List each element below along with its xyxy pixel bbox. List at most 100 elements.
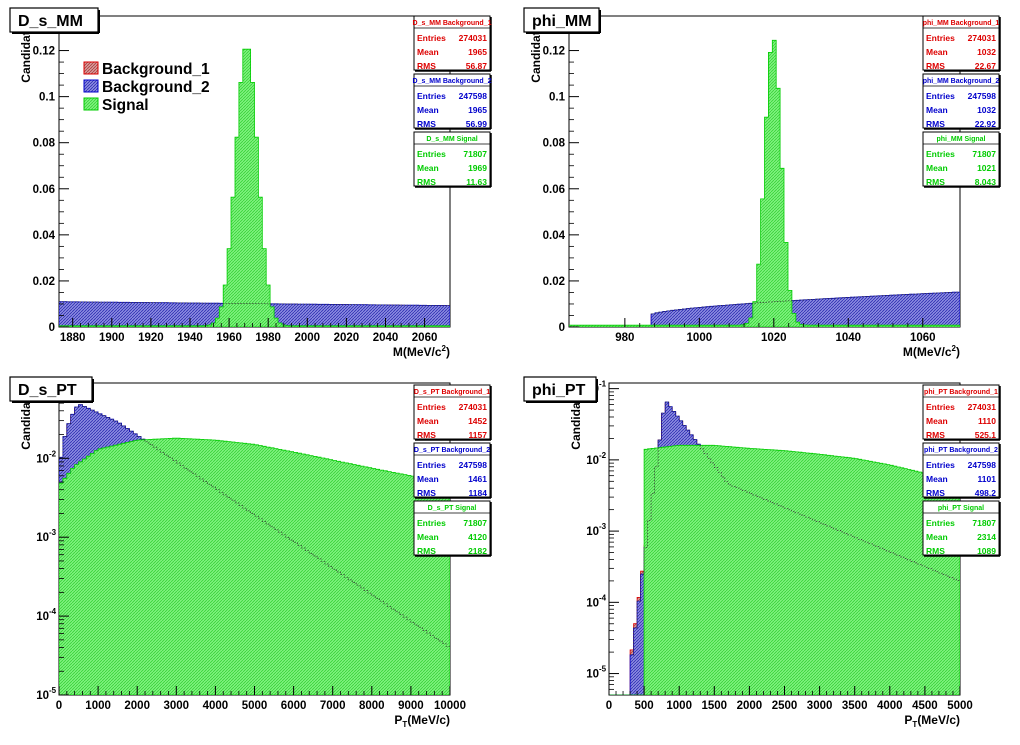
x-tick-label: 9000: [398, 700, 424, 712]
x-tick-label: 3000: [164, 700, 190, 712]
stats-box-value: 247598: [968, 91, 997, 101]
y-tick-exponent: -3: [599, 522, 607, 531]
x-axis-label-tail: (MeV/c): [407, 713, 450, 727]
stats-box-key: Entries: [926, 33, 955, 43]
y-tick-label: 0.08: [33, 138, 56, 150]
histogram-signal: [569, 39, 960, 327]
stats-box-name: D_s_PT Signal: [428, 505, 477, 512]
plot-area: [609, 401, 960, 695]
stats-box-key: Entries: [926, 402, 955, 412]
legend-label: Background_2: [102, 79, 210, 96]
x-tick-label: 4500: [912, 700, 938, 712]
stats-box: phi_PT Background_1 Entries 274031 Mean 1110…: [922, 384, 1001, 441]
stats-box-name: phi_MM Signal: [937, 136, 986, 143]
stats-box-frame: [413, 131, 491, 187]
stats-box: phi_PT Signal Entries 71807 Mean 2314 RMS 1089: [922, 500, 1001, 557]
stats-box-value: 1452: [468, 416, 487, 426]
x-tick-label: 1060: [910, 332, 936, 344]
panel-title-box: [9, 376, 93, 402]
stats-box: D_s_PT Background_1 Entries 274031 Mean 1452…: [413, 384, 492, 441]
stats-box: D_s_PT Signal Entries 71807 Mean 4120 RMS 2182: [413, 500, 492, 557]
x-tick-label: 8000: [359, 700, 385, 712]
histogram-signal: [59, 437, 450, 695]
y-tick-exponent: -1: [599, 380, 607, 389]
plot-area: [59, 404, 450, 695]
stats-box-value: 1032: [977, 47, 996, 57]
stats-box: phi_MM Signal Entries 71807 Mean 1021 RMS 8.04…: [922, 131, 1001, 188]
stats-box: phi_PT Background_2 Entries 247598 Mean 1101…: [922, 442, 1001, 499]
legend-label: Background_1: [102, 61, 210, 78]
y-tick-label: 0.1: [549, 92, 566, 104]
y-tick-label: 10: [586, 669, 599, 681]
stats-box-name: D_s_MM Background_2: [413, 78, 492, 85]
stats-box-value: 1969: [468, 163, 487, 173]
stats-box-value: 247598: [459, 91, 488, 101]
stats-box-frame: [922, 500, 1000, 556]
x-axis-label-tail: ): [956, 345, 960, 359]
stats-box-name: phi_MM Background_2: [923, 78, 1000, 85]
x-axis-label-main: P: [904, 713, 912, 727]
stats-box-key: Mean: [417, 105, 439, 115]
x-tick-label: 5000: [242, 700, 268, 712]
y-tick-label: 10: [36, 453, 49, 465]
x-tick-label: 2000: [294, 332, 320, 344]
panel-d-s-mm: 1880 1900 1920 1940 1960 1980 2000 2020 2040 2060…: [9, 7, 492, 359]
stats-box-key: Mean: [417, 47, 439, 57]
y-tick-label: 0.06: [543, 184, 565, 196]
stats-box-key: RMS: [417, 61, 436, 71]
stats-box-key: Mean: [926, 474, 948, 484]
stats-box-key: Mean: [926, 105, 948, 115]
y-tick-exponent: -2: [599, 451, 607, 460]
panel-title-box: [523, 7, 600, 33]
stats-box-frame: [413, 73, 491, 129]
stats-box-value: 1032: [977, 105, 996, 115]
stats-box-value: 4120: [468, 532, 487, 542]
stats-box-name: D_s_PT Background_1: [414, 389, 490, 396]
stats-box-value: 1021: [977, 163, 996, 173]
stats-box-key: Mean: [926, 47, 948, 57]
stats-box-name: phi_PT Background_2: [924, 447, 998, 454]
stats-box-frame: [922, 442, 1000, 498]
stats-box-key: RMS: [417, 488, 436, 498]
stats-box-key: RMS: [926, 61, 945, 71]
stats-box-value: 1101: [978, 474, 997, 484]
stats-box-value: 274031: [968, 33, 997, 43]
x-tick-label: 0: [56, 700, 62, 712]
panel-title-text: phi_MM: [532, 13, 592, 30]
stats-box-name: phi_PT Signal: [938, 505, 984, 512]
stats-box-key: Mean: [926, 163, 948, 173]
stats-box-name: phi_PT Background_1: [924, 389, 998, 396]
x-tick-label: 1000: [85, 700, 111, 712]
x-tick-label: 1500: [702, 700, 728, 712]
panel-title-box: [523, 376, 597, 402]
stats-box-value: 525.1: [975, 430, 997, 440]
stats-box-frame: [922, 73, 1000, 129]
legend-swatch: [83, 79, 99, 93]
stats-box-value: 11.63: [466, 177, 487, 187]
stats-box-name: D_s_MM Signal: [426, 136, 477, 143]
stats-box-value: 274031: [459, 33, 488, 43]
y-tick-exponent: -3: [49, 528, 57, 537]
x-tick-label: 3000: [807, 700, 833, 712]
x-axis-label: PT(MeV/c): [394, 713, 450, 729]
stats-box-value: 1965: [468, 47, 487, 57]
x-tick-label: 1040: [835, 332, 861, 344]
panel-title: D_s_PT: [9, 376, 94, 403]
x-tick-label: 1980: [255, 332, 281, 344]
x-tick-label: 980: [615, 332, 634, 344]
stats-box-value: 2182: [468, 546, 487, 556]
stats-box-value: 1965: [468, 105, 487, 115]
y-tick-label: 0.02: [33, 276, 55, 288]
stats-box-key: RMS: [417, 546, 436, 556]
stats-box-key: Entries: [417, 518, 446, 528]
x-tick-label: 4000: [877, 700, 903, 712]
plot-area: [569, 39, 960, 327]
stats-box-frame: [922, 131, 1000, 187]
stats-box: phi_MM Background_2 Entries 247598 Mean 1032…: [922, 73, 1001, 130]
stats-box-frame: [413, 15, 491, 71]
x-axis-label-sub: T: [402, 720, 407, 729]
x-tick-label: 1000: [687, 332, 713, 344]
y-tick-label: 0: [49, 322, 55, 334]
